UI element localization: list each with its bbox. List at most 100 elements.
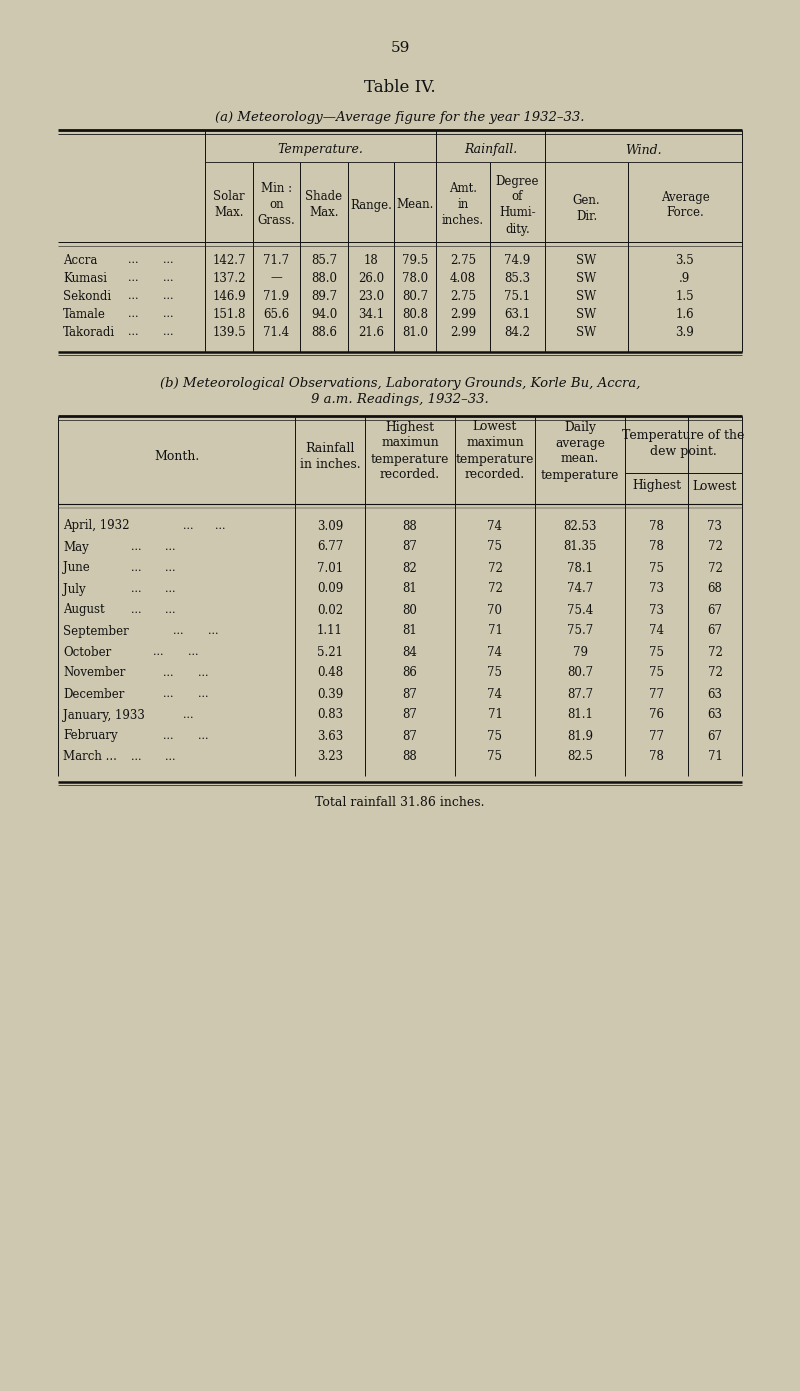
Text: 78.0: 78.0 (402, 271, 428, 285)
Text: ...: ... (165, 753, 175, 762)
Text: 71.7: 71.7 (263, 253, 290, 267)
Text: ...: ... (128, 273, 138, 282)
Text: 77: 77 (649, 729, 664, 743)
Text: 67: 67 (707, 729, 722, 743)
Text: 0.02: 0.02 (317, 604, 343, 616)
Text: 74: 74 (487, 645, 502, 658)
Text: 71: 71 (487, 625, 502, 637)
Text: 3.63: 3.63 (317, 729, 343, 743)
Text: Total rainfall 31.86 inches.: Total rainfall 31.86 inches. (315, 796, 485, 808)
Text: 4.08: 4.08 (450, 271, 476, 285)
Text: Sekondi: Sekondi (63, 289, 111, 302)
Text: 82.5: 82.5 (567, 751, 593, 764)
Text: Degree
of
Humi-
dity.: Degree of Humi- dity. (496, 174, 539, 235)
Text: Wind.: Wind. (625, 143, 662, 157)
Text: 74: 74 (487, 519, 502, 533)
Text: May: May (63, 541, 89, 554)
Text: ...: ... (165, 605, 175, 615)
Text: 89.7: 89.7 (311, 289, 337, 302)
Text: Rainfall.: Rainfall. (464, 143, 517, 157)
Text: ...: ... (162, 732, 174, 741)
Text: 2.99: 2.99 (450, 325, 476, 338)
Text: 76: 76 (649, 708, 664, 722)
Text: 78: 78 (649, 519, 664, 533)
Text: January, 1933: January, 1933 (63, 708, 145, 722)
Text: Shade
Max.: Shade Max. (306, 191, 342, 220)
Text: 81.0: 81.0 (402, 325, 428, 338)
Text: 78.1: 78.1 (567, 562, 593, 574)
Text: ...: ... (130, 753, 142, 762)
Text: 94.0: 94.0 (311, 307, 337, 320)
Text: SW: SW (576, 271, 597, 285)
Text: Daily
average
mean.
temperature: Daily average mean. temperature (541, 420, 619, 481)
Text: 151.8: 151.8 (212, 307, 246, 320)
Text: 7.01: 7.01 (317, 562, 343, 574)
Text: 68: 68 (707, 583, 722, 595)
Text: 0.09: 0.09 (317, 583, 343, 595)
Text: 81: 81 (402, 583, 418, 595)
Text: 84.2: 84.2 (505, 325, 530, 338)
Text: March ...: March ... (63, 751, 117, 764)
Text: June: June (63, 562, 90, 574)
Text: 74.9: 74.9 (504, 253, 530, 267)
Text: 67: 67 (707, 625, 722, 637)
Text: Rainfall
in inches.: Rainfall in inches. (300, 441, 360, 470)
Text: 82.53: 82.53 (563, 519, 597, 533)
Text: 146.9: 146.9 (212, 289, 246, 302)
Text: 1.5: 1.5 (676, 289, 694, 302)
Text: 3.5: 3.5 (676, 253, 694, 267)
Text: 78: 78 (649, 541, 664, 554)
Text: (a) Meteorology—Average figure for the year 1932–33.: (a) Meteorology—Average figure for the y… (215, 111, 585, 125)
Text: 88.6: 88.6 (311, 325, 337, 338)
Text: 72: 72 (707, 645, 722, 658)
Text: Amt.
in
inches.: Amt. in inches. (442, 182, 484, 228)
Text: 80: 80 (402, 604, 418, 616)
Text: 34.1: 34.1 (358, 307, 384, 320)
Text: Solar
Max.: Solar Max. (213, 191, 245, 220)
Text: 18: 18 (364, 253, 378, 267)
Text: 75.4: 75.4 (567, 604, 593, 616)
Text: ...: ... (198, 668, 208, 677)
Text: 75: 75 (487, 751, 502, 764)
Text: ...: ... (162, 273, 174, 282)
Text: 71.4: 71.4 (263, 325, 290, 338)
Text: 88: 88 (402, 751, 418, 764)
Text: 79.5: 79.5 (402, 253, 428, 267)
Text: 88.0: 88.0 (311, 271, 337, 285)
Text: 79: 79 (573, 645, 587, 658)
Text: 0.39: 0.39 (317, 687, 343, 701)
Text: ...: ... (162, 668, 174, 677)
Text: 87: 87 (402, 708, 418, 722)
Text: Lowest
maximun
temperature
recorded.: Lowest maximun temperature recorded. (456, 420, 534, 481)
Text: ...: ... (182, 522, 194, 531)
Text: 74.7: 74.7 (567, 583, 593, 595)
Text: SW: SW (576, 289, 597, 302)
Text: 75: 75 (649, 645, 664, 658)
Text: —: — (270, 271, 282, 285)
Text: 21.6: 21.6 (358, 325, 384, 338)
Text: 81: 81 (402, 625, 418, 637)
Text: 65.6: 65.6 (263, 307, 290, 320)
Text: Highest: Highest (632, 480, 681, 492)
Text: ...: ... (128, 291, 138, 300)
Text: 81.1: 81.1 (567, 708, 593, 722)
Text: December: December (63, 687, 124, 701)
Text: ...: ... (208, 626, 218, 636)
Text: ...: ... (130, 542, 142, 552)
Text: 75: 75 (649, 666, 664, 679)
Text: Average
Force.: Average Force. (661, 191, 710, 220)
Text: 87.7: 87.7 (567, 687, 593, 701)
Text: SW: SW (576, 307, 597, 320)
Text: 86: 86 (402, 666, 418, 679)
Text: ...: ... (173, 626, 183, 636)
Text: 72: 72 (707, 562, 722, 574)
Text: Tamale: Tamale (63, 307, 106, 320)
Text: 72: 72 (487, 583, 502, 595)
Text: Accra: Accra (63, 253, 98, 267)
Text: 80.7: 80.7 (567, 666, 593, 679)
Text: 75.1: 75.1 (505, 289, 530, 302)
Text: SW: SW (576, 253, 597, 267)
Text: April, 1932: April, 1932 (63, 519, 130, 533)
Text: ...: ... (162, 327, 174, 337)
Text: 2.75: 2.75 (450, 253, 476, 267)
